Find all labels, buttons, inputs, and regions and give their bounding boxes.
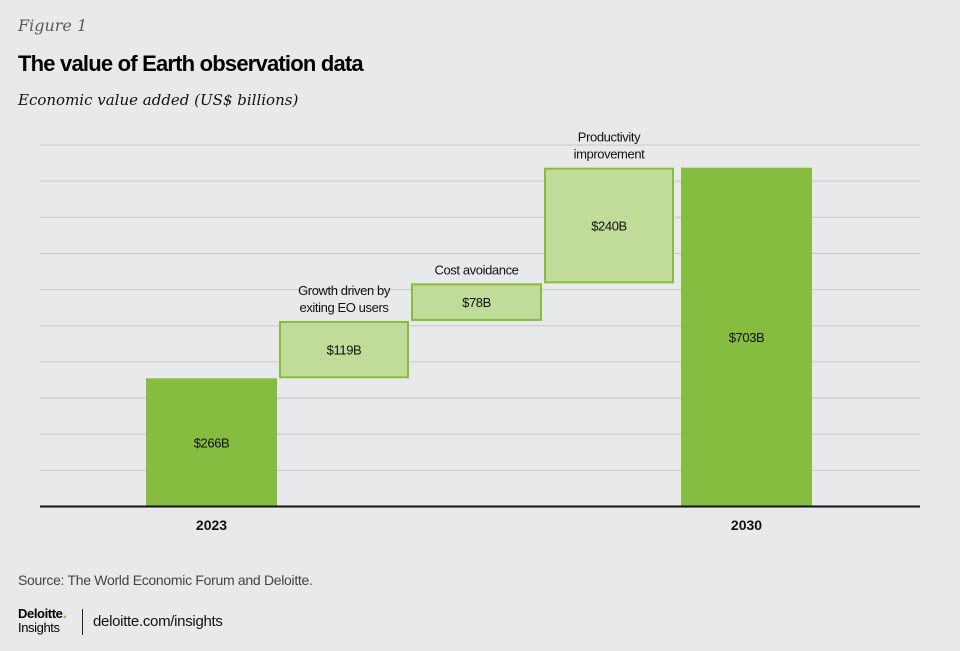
logo-divider <box>82 609 83 635</box>
data-label: $240B <box>591 218 627 233</box>
bar-annotation: Productivity <box>578 130 641 145</box>
figure-label: Figure 1 <box>18 16 88 35</box>
bar-total <box>146 378 277 507</box>
bar-annotation: improvement <box>574 147 646 162</box>
bar-annotation: Growth driven by <box>298 283 391 298</box>
logo-sub: Insights <box>18 620 60 635</box>
source-note: Source: The World Economic Forum and Del… <box>18 572 313 588</box>
logo-dot-icon: . <box>62 605 67 622</box>
x-tick-label: 2030 <box>731 517 762 533</box>
chart-subtitle: Economic value added (US$ billions) <box>18 91 299 109</box>
insights-link[interactable]: deloitte.com/insights <box>93 613 223 630</box>
bar-annotation: Cost avoidance <box>434 262 518 277</box>
bar-annotation: exiting EO users <box>300 300 390 315</box>
data-label: $703B <box>729 330 765 345</box>
bar-increment <box>411 283 542 321</box>
deloitte-insights-logo: Deloitte. Insights <box>18 605 67 635</box>
bar-increment <box>279 320 409 379</box>
x-tick-label: 2023 <box>196 517 227 533</box>
chart-title: The value of Earth observation data <box>18 51 364 76</box>
data-label: $78B <box>462 295 491 310</box>
data-label: $266B <box>194 435 230 450</box>
data-label: $119B <box>327 343 362 358</box>
bar-total <box>681 167 812 507</box>
bar-increment <box>544 167 674 284</box>
logo-brand: Deloitte <box>18 606 63 621</box>
